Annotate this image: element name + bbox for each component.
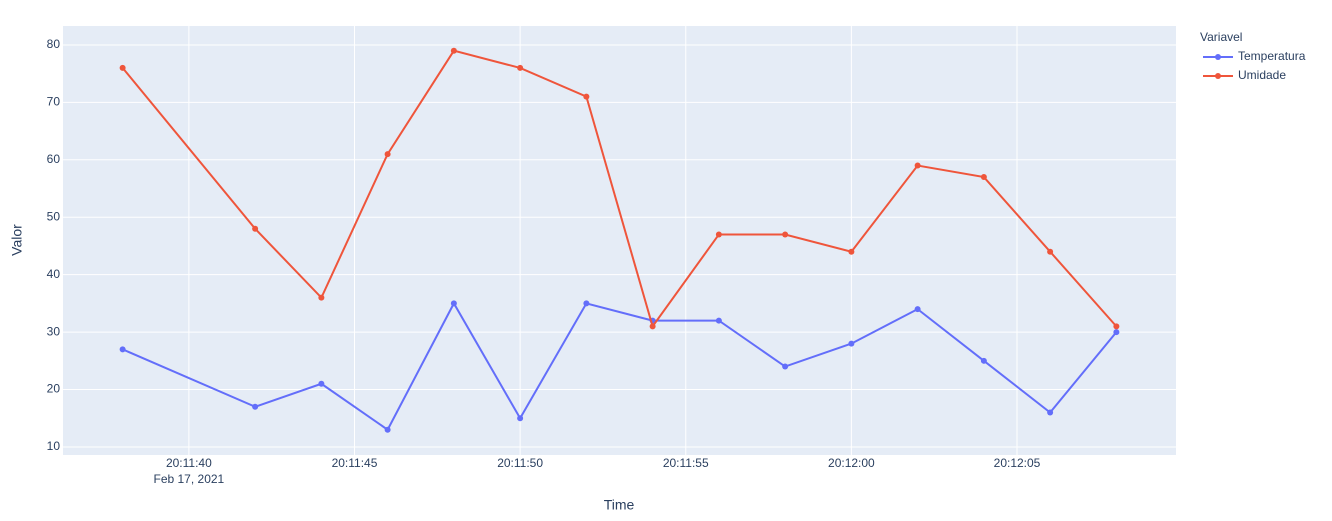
data-point — [450, 300, 457, 307]
legend-label: Temperatura — [1238, 49, 1306, 63]
x-tick-label: 20:11:45 — [332, 456, 378, 470]
data-point — [1113, 329, 1120, 336]
x-tick-label: 20:11:40 — [166, 456, 212, 470]
data-point — [914, 306, 921, 313]
data-point — [450, 47, 457, 54]
data-point — [318, 380, 325, 387]
y-tick-label: 50 — [47, 209, 61, 223]
data-point — [1047, 409, 1054, 416]
y-tick-label: 70 — [47, 95, 61, 109]
data-point — [119, 64, 126, 71]
y-tick-label: 20 — [47, 382, 61, 396]
x-tick-label: 20:12:05 — [994, 456, 1041, 470]
data-point — [848, 248, 855, 255]
data-point — [715, 317, 722, 324]
x-axis-title: Time — [604, 497, 635, 513]
y-tick-label: 40 — [47, 267, 61, 281]
y-tick-label: 80 — [47, 37, 61, 51]
legend-marker — [1215, 54, 1221, 60]
plot-background — [63, 26, 1176, 455]
legend-marker — [1215, 73, 1221, 79]
data-point — [649, 323, 656, 330]
data-point — [252, 225, 259, 232]
data-point — [1113, 323, 1120, 330]
x-tick-label: 20:11:55 — [663, 456, 709, 470]
data-point — [119, 346, 126, 353]
data-point — [384, 426, 391, 433]
x-tick-label: 20:12:00 — [828, 456, 875, 470]
data-point — [914, 162, 921, 169]
data-point — [980, 174, 987, 181]
data-point — [848, 340, 855, 347]
legend-label: Umidade — [1238, 68, 1286, 82]
data-point — [1047, 248, 1054, 255]
data-point — [517, 415, 524, 422]
data-point — [980, 357, 987, 364]
data-point — [782, 363, 789, 370]
data-point — [318, 294, 325, 301]
y-tick-label: 60 — [47, 152, 61, 166]
x-date-label: Feb 17, 2021 — [154, 472, 225, 486]
data-point — [583, 300, 590, 307]
data-point — [782, 231, 789, 238]
data-point — [583, 93, 590, 100]
data-point — [384, 151, 391, 158]
data-point — [252, 403, 259, 410]
y-tick-label: 30 — [47, 324, 61, 338]
y-axis-title: Valor — [9, 224, 25, 256]
legend-title: Variavel — [1200, 30, 1242, 44]
y-tick-label: 10 — [47, 439, 61, 453]
data-point — [715, 231, 722, 238]
x-tick-label: 20:11:50 — [497, 456, 543, 470]
data-point — [517, 64, 524, 71]
